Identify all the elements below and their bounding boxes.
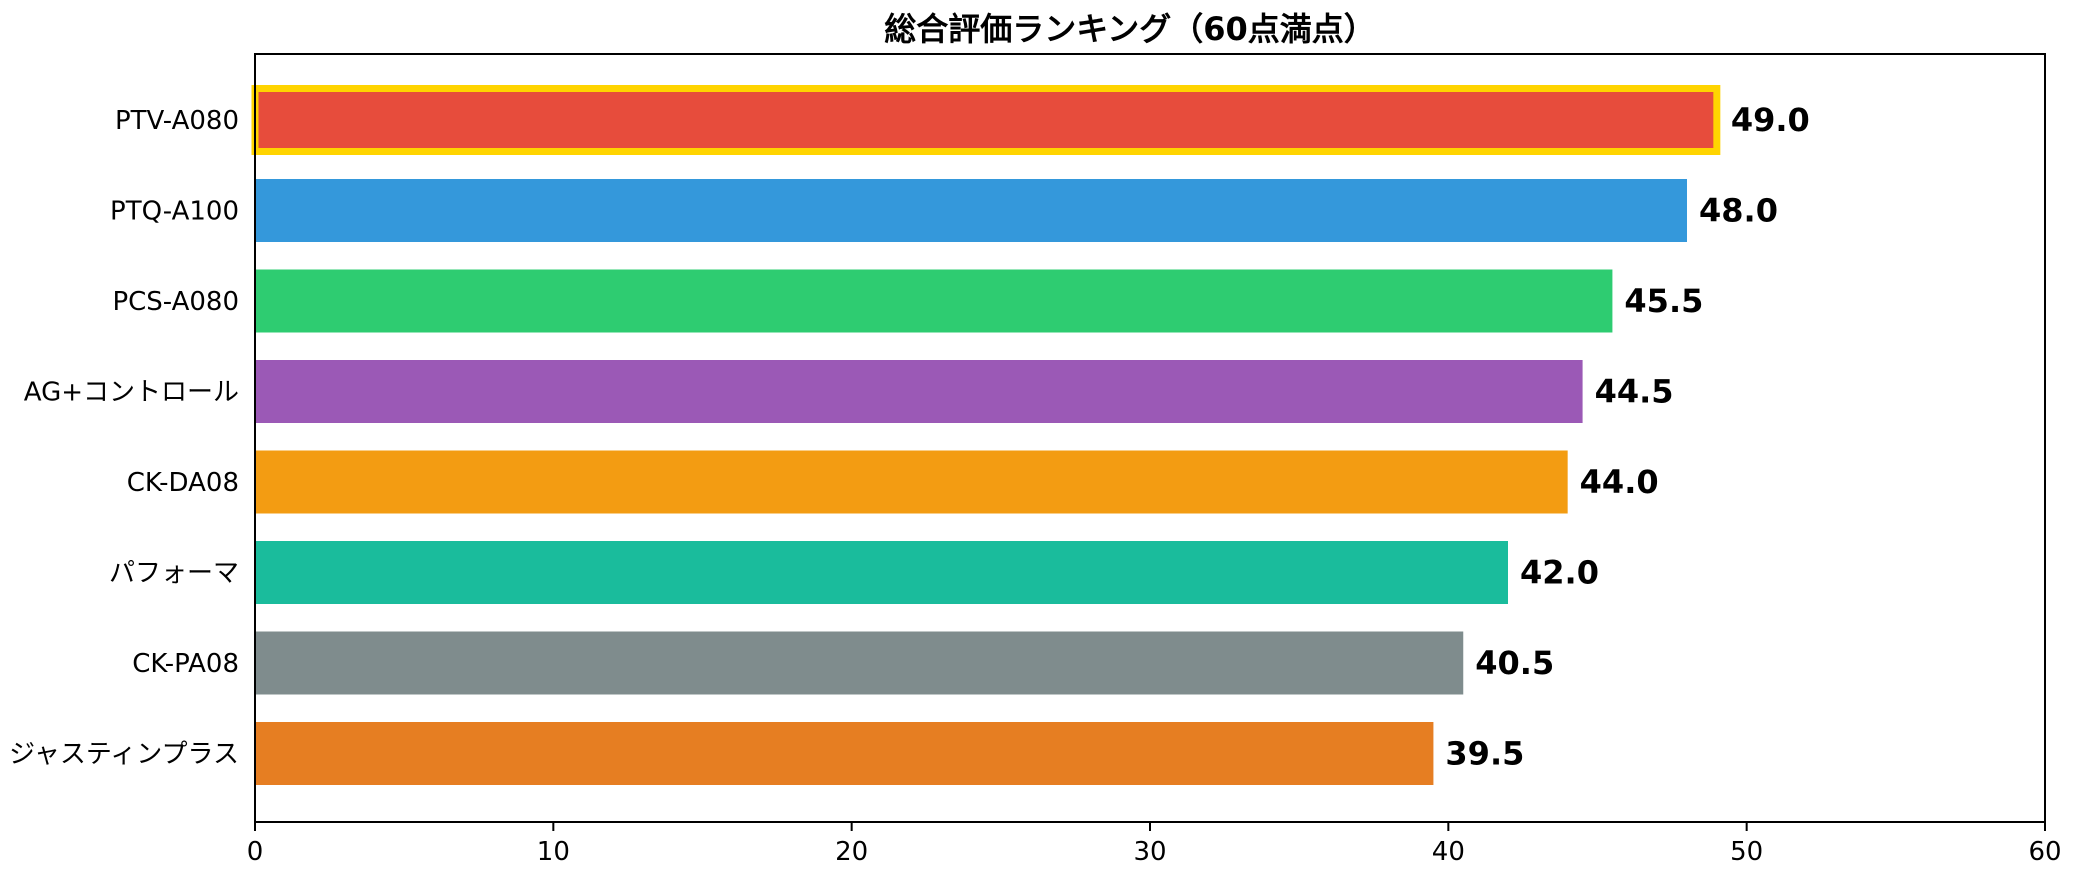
category-label: CK-PA08 <box>132 649 239 679</box>
x-tick-label: 20 <box>835 837 868 867</box>
bar <box>255 179 1687 242</box>
value-label: 39.5 <box>1445 735 1524 773</box>
x-tick-label: 0 <box>247 837 264 867</box>
bar <box>255 631 1464 695</box>
bars-layer <box>251 85 1721 785</box>
bar <box>251 85 1721 155</box>
value-label: 45.5 <box>1624 282 1703 320</box>
bar <box>255 541 1508 604</box>
value-label: 40.5 <box>1475 644 1554 682</box>
category-label: PTQ-A100 <box>110 197 239 227</box>
category-label: PCS-A080 <box>112 287 239 317</box>
bar <box>255 269 1613 333</box>
bar <box>255 360 1583 423</box>
value-labels: 49.0 48.0 45.5 44.5 44.0 42.0 40.5 39.5 <box>1445 101 1809 773</box>
value-label: 42.0 <box>1520 554 1599 592</box>
category-label: パフォーマ <box>109 559 239 589</box>
category-label: PTV-A080 <box>115 106 239 136</box>
plot-frame <box>254 53 2046 823</box>
bar <box>255 722 1434 785</box>
chart-title: 総合評価ランキング（60点満点） <box>884 10 1376 48</box>
value-label: 48.0 <box>1699 192 1778 230</box>
value-label: 44.0 <box>1580 463 1659 501</box>
value-label: 49.0 <box>1731 101 1810 139</box>
category-label: ジャスティンプラス <box>9 740 239 770</box>
x-tick-label: 30 <box>1133 837 1166 867</box>
x-tick-label: 60 <box>2028 837 2061 867</box>
value-label: 44.5 <box>1595 373 1674 411</box>
x-axis: 0 10 20 30 40 50 60 <box>247 822 2062 867</box>
x-tick-label: 50 <box>1730 837 1763 867</box>
category-labels: PTV-A080 PTQ-A100 PCS-A080 AG+コントロール CK-DA08… <box>9 106 239 770</box>
x-tick-label: 10 <box>537 837 570 867</box>
x-tick-label: 40 <box>1432 837 1465 867</box>
category-label: AG+コントロール <box>24 378 239 408</box>
category-label: CK-DA08 <box>127 468 239 498</box>
bar <box>255 450 1568 514</box>
